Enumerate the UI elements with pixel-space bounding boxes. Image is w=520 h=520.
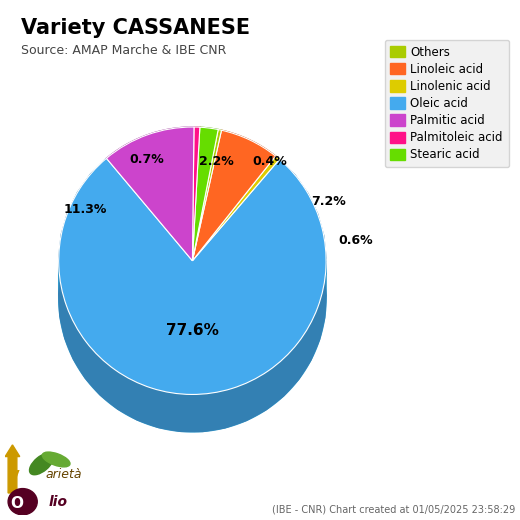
Text: 2.2%: 2.2% xyxy=(199,155,234,168)
Text: 0.7%: 0.7% xyxy=(129,153,164,165)
Polygon shape xyxy=(107,127,194,196)
Text: lio: lio xyxy=(49,495,68,509)
Text: 0.6%: 0.6% xyxy=(338,234,373,247)
Ellipse shape xyxy=(8,489,37,515)
Text: 7.2%: 7.2% xyxy=(311,196,346,209)
Wedge shape xyxy=(192,127,218,261)
Text: O: O xyxy=(10,497,23,511)
Text: (IBE - CNR) Chart created at 01/05/2025 23:58:29: (IBE - CNR) Chart created at 01/05/2025 … xyxy=(271,505,515,515)
Polygon shape xyxy=(276,156,279,197)
Ellipse shape xyxy=(42,452,70,467)
Wedge shape xyxy=(192,130,276,261)
Text: 11.3%: 11.3% xyxy=(64,203,107,216)
Polygon shape xyxy=(59,261,326,432)
Text: Variety CASSANESE: Variety CASSANESE xyxy=(21,18,250,38)
Wedge shape xyxy=(192,156,279,261)
Text: 0.4%: 0.4% xyxy=(253,155,288,168)
Polygon shape xyxy=(59,158,326,432)
Polygon shape xyxy=(200,127,218,167)
FancyArrow shape xyxy=(5,445,20,493)
Text: V: V xyxy=(10,469,20,482)
Wedge shape xyxy=(107,127,194,261)
Text: arietà: arietà xyxy=(46,467,83,480)
Text: Source: AMAP Marche & IBE CNR: Source: AMAP Marche & IBE CNR xyxy=(21,44,226,57)
Text: 77.6%: 77.6% xyxy=(166,323,219,338)
Legend: Others, Linoleic acid, Linolenic acid, Oleic acid, Palmitic acid, Palmitoleic ac: Others, Linoleic acid, Linolenic acid, O… xyxy=(384,40,509,167)
Polygon shape xyxy=(222,130,276,193)
Polygon shape xyxy=(218,129,222,167)
Ellipse shape xyxy=(30,453,54,475)
Polygon shape xyxy=(194,127,200,165)
Wedge shape xyxy=(192,127,200,261)
Wedge shape xyxy=(59,158,326,395)
Wedge shape xyxy=(192,129,222,261)
